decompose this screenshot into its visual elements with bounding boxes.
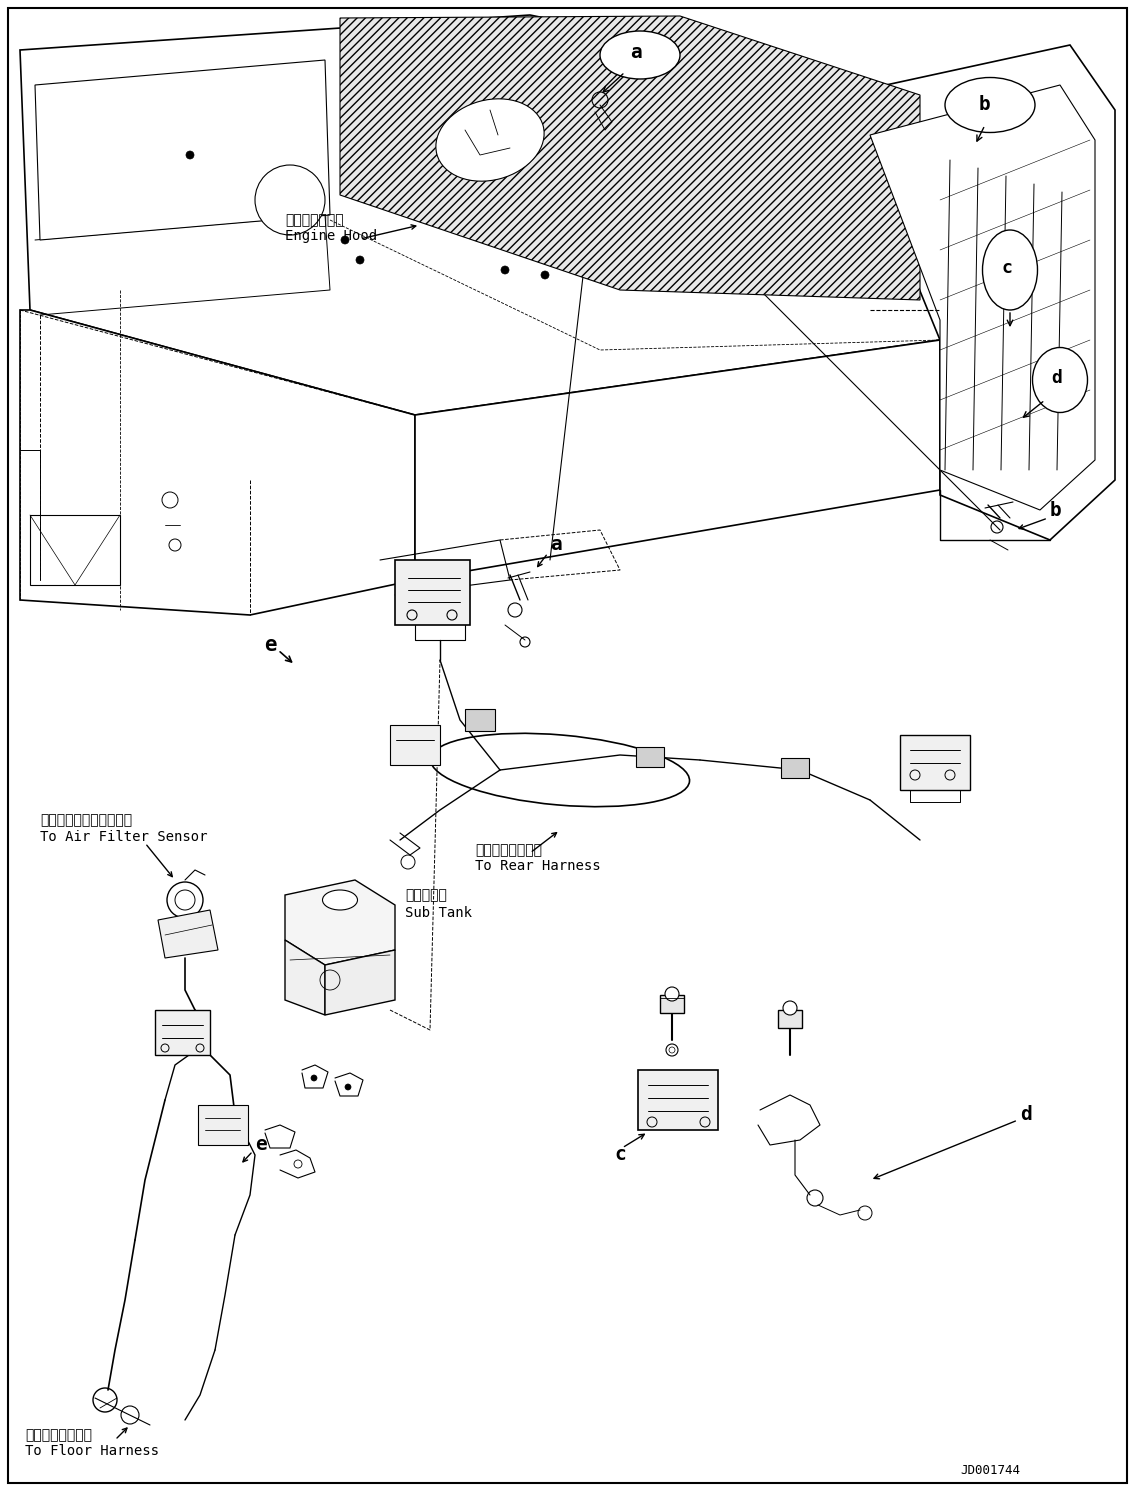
Bar — [465, 710, 495, 731]
Polygon shape — [871, 85, 1095, 510]
Polygon shape — [35, 60, 330, 240]
Text: e: e — [263, 635, 276, 655]
Polygon shape — [20, 310, 415, 614]
Text: d: d — [1051, 368, 1062, 388]
Bar — [395, 561, 470, 625]
Circle shape — [255, 166, 325, 236]
Text: Engine Hood: Engine Hood — [285, 230, 377, 243]
Text: To Air Filter Sensor: To Air Filter Sensor — [40, 830, 208, 844]
Text: リヤーハーネスヘ: リヤーハーネスヘ — [476, 842, 543, 857]
Polygon shape — [340, 16, 920, 300]
Bar — [390, 725, 440, 765]
Text: a: a — [630, 43, 642, 63]
Text: b: b — [1050, 501, 1061, 519]
Text: To Floor Harness: To Floor Harness — [25, 1443, 159, 1458]
Ellipse shape — [600, 31, 680, 79]
Bar — [638, 1071, 718, 1130]
Bar — [781, 757, 809, 778]
Circle shape — [541, 271, 549, 279]
Circle shape — [669, 1047, 675, 1053]
Circle shape — [311, 1075, 317, 1081]
Ellipse shape — [322, 890, 358, 910]
Text: c: c — [614, 1145, 625, 1164]
Text: d: d — [1020, 1105, 1032, 1124]
Text: サブタンク: サブタンク — [405, 889, 447, 902]
Circle shape — [340, 236, 348, 245]
Text: a: a — [550, 535, 562, 555]
Bar — [636, 747, 664, 766]
Text: エアーフィルタセンサヘ: エアーフィルタセンサヘ — [40, 813, 132, 828]
Bar — [900, 735, 970, 790]
Text: エンジンフード: エンジンフード — [285, 213, 344, 227]
Text: フロアハーネスヘ: フロアハーネスヘ — [25, 1428, 92, 1442]
Polygon shape — [415, 340, 940, 580]
Circle shape — [345, 1084, 351, 1090]
Polygon shape — [840, 45, 1115, 540]
Ellipse shape — [983, 230, 1037, 310]
Polygon shape — [20, 15, 940, 414]
Circle shape — [666, 1044, 678, 1056]
Text: To Rear Harness: To Rear Harness — [476, 859, 600, 874]
Bar — [30, 514, 120, 584]
Ellipse shape — [1033, 347, 1087, 413]
Text: Sub Tank: Sub Tank — [405, 907, 472, 920]
Circle shape — [356, 256, 364, 264]
Circle shape — [501, 265, 508, 274]
Circle shape — [665, 987, 679, 1000]
Circle shape — [783, 1000, 797, 1015]
Bar — [197, 1105, 249, 1145]
Polygon shape — [285, 939, 325, 1015]
Bar — [777, 1009, 802, 1027]
Polygon shape — [285, 880, 395, 965]
Text: c: c — [1001, 259, 1012, 277]
Polygon shape — [158, 910, 218, 959]
Ellipse shape — [436, 98, 544, 182]
Text: e: e — [255, 1136, 267, 1154]
Bar — [659, 994, 684, 1012]
Polygon shape — [325, 950, 395, 1015]
Text: b: b — [980, 95, 991, 115]
Text: JD001744: JD001744 — [960, 1464, 1020, 1476]
Bar — [155, 1009, 210, 1056]
Circle shape — [186, 151, 194, 160]
Ellipse shape — [945, 78, 1035, 133]
